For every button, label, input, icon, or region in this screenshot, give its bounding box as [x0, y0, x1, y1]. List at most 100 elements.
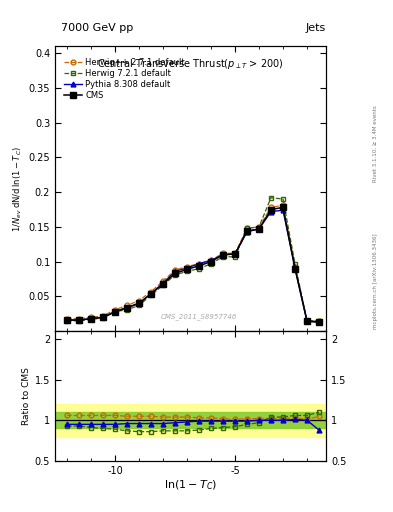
- Herwig 7.2.1 default: [65, 318, 70, 324]
- Text: mcplots.cern.ch [arXiv:1306.3436]: mcplots.cern.ch [arXiv:1306.3436]: [373, 234, 378, 329]
- Herwig 7.2.1 default: [269, 195, 274, 201]
- CMS: [196, 263, 201, 269]
- CMS: [161, 281, 165, 287]
- Pythia 8.308 default: [209, 257, 213, 263]
- Herwig++ 2.7.1 default: [65, 315, 70, 322]
- Pythia 8.308 default: [233, 251, 237, 257]
- CMS: [317, 319, 321, 325]
- Pythia 8.308 default: [185, 265, 189, 271]
- CMS: [220, 251, 225, 258]
- CMS: [149, 291, 153, 297]
- Herwig++ 2.7.1 default: [101, 313, 105, 319]
- Pythia 8.308 default: [293, 265, 298, 271]
- Text: 7000 GeV pp: 7000 GeV pp: [61, 23, 133, 33]
- CMS: [89, 315, 94, 322]
- Herwig++ 2.7.1 default: [317, 318, 321, 325]
- CMS: [269, 206, 274, 212]
- Pythia 8.308 default: [269, 208, 274, 215]
- Bar: [55, 404, 326, 437]
- Herwig 7.2.1 default: [101, 315, 105, 321]
- Herwig++ 2.7.1 default: [77, 315, 81, 322]
- Herwig 7.2.1 default: [137, 303, 141, 309]
- Bar: [55, 412, 326, 429]
- Pythia 8.308 default: [101, 314, 105, 321]
- Herwig++ 2.7.1 default: [125, 303, 129, 309]
- Pythia 8.308 default: [149, 291, 153, 297]
- Pythia 8.308 default: [161, 280, 165, 286]
- Herwig 7.2.1 default: [113, 309, 118, 315]
- CMS: [293, 266, 298, 272]
- Line: Herwig++ 2.7.1 default: Herwig++ 2.7.1 default: [64, 203, 321, 324]
- Herwig 7.2.1 default: [257, 224, 261, 230]
- Pythia 8.308 default: [305, 318, 309, 325]
- Herwig 7.2.1 default: [125, 307, 129, 313]
- Y-axis label: $1/N_{ev}$ dN/d$\,\ln(1-T_C)$: $1/N_{ev}$ dN/d$\,\ln(1-T_C)$: [12, 145, 24, 231]
- Herwig 7.2.1 default: [173, 272, 177, 278]
- Herwig++ 2.7.1 default: [196, 261, 201, 267]
- Herwig 7.2.1 default: [281, 196, 285, 202]
- Herwig 7.2.1 default: [161, 282, 165, 288]
- Herwig++ 2.7.1 default: [89, 314, 94, 321]
- CMS: [233, 251, 237, 257]
- Pythia 8.308 default: [220, 251, 225, 258]
- Herwig++ 2.7.1 default: [173, 267, 177, 273]
- Herwig 7.2.1 default: [305, 318, 309, 324]
- Pythia 8.308 default: [317, 319, 321, 325]
- Pythia 8.308 default: [125, 305, 129, 311]
- CMS: [113, 309, 118, 315]
- CMS: [305, 318, 309, 324]
- CMS: [137, 301, 141, 307]
- Pythia 8.308 default: [173, 268, 177, 274]
- Herwig 7.2.1 default: [209, 261, 213, 267]
- Y-axis label: Ratio to CMS: Ratio to CMS: [22, 367, 31, 425]
- Herwig 7.2.1 default: [77, 318, 81, 324]
- Herwig++ 2.7.1 default: [233, 250, 237, 257]
- Pythia 8.308 default: [65, 317, 70, 323]
- Herwig++ 2.7.1 default: [244, 225, 249, 231]
- CMS: [101, 314, 105, 321]
- CMS: [281, 204, 285, 210]
- CMS: [125, 305, 129, 311]
- Pythia 8.308 default: [113, 309, 118, 315]
- Text: Rivet 3.1.10, ≥ 3.4M events: Rivet 3.1.10, ≥ 3.4M events: [373, 105, 378, 182]
- Line: CMS: CMS: [64, 205, 322, 325]
- Herwig 7.2.1 default: [293, 261, 298, 267]
- Pythia 8.308 default: [281, 207, 285, 214]
- Herwig 7.2.1 default: [220, 254, 225, 260]
- CMS: [185, 266, 189, 272]
- Herwig++ 2.7.1 default: [209, 257, 213, 263]
- Text: Jets: Jets: [306, 23, 326, 33]
- Pythia 8.308 default: [77, 317, 81, 323]
- CMS: [244, 228, 249, 234]
- Herwig++ 2.7.1 default: [149, 288, 153, 294]
- Herwig 7.2.1 default: [196, 266, 201, 272]
- Line: Herwig 7.2.1 default: Herwig 7.2.1 default: [64, 195, 321, 323]
- CMS: [173, 270, 177, 276]
- Pythia 8.308 default: [196, 261, 201, 267]
- Herwig++ 2.7.1 default: [305, 318, 309, 324]
- Text: CMS_2011_S8957746: CMS_2011_S8957746: [161, 313, 237, 320]
- Herwig 7.2.1 default: [185, 268, 189, 274]
- Herwig++ 2.7.1 default: [281, 202, 285, 208]
- CMS: [257, 226, 261, 232]
- Pythia 8.308 default: [244, 229, 249, 235]
- X-axis label: $\ln(1-T_C)$: $\ln(1-T_C)$: [164, 478, 217, 492]
- Herwig++ 2.7.1 default: [269, 204, 274, 210]
- Pythia 8.308 default: [257, 226, 261, 232]
- CMS: [77, 317, 81, 323]
- Text: Central Transverse Thrust($p_{\perp T}$ > 200): Central Transverse Thrust($p_{\perp T}$ …: [97, 57, 284, 72]
- Herwig 7.2.1 default: [233, 254, 237, 260]
- CMS: [209, 259, 213, 265]
- Herwig++ 2.7.1 default: [257, 224, 261, 230]
- Line: Pythia 8.308 default: Pythia 8.308 default: [64, 208, 321, 325]
- Herwig 7.2.1 default: [244, 225, 249, 231]
- Pythia 8.308 default: [89, 315, 94, 322]
- Herwig 7.2.1 default: [317, 318, 321, 324]
- Herwig++ 2.7.1 default: [113, 307, 118, 313]
- Herwig 7.2.1 default: [149, 292, 153, 298]
- CMS: [65, 317, 70, 323]
- Herwig++ 2.7.1 default: [161, 278, 165, 284]
- Herwig++ 2.7.1 default: [293, 264, 298, 270]
- Herwig 7.2.1 default: [89, 316, 94, 323]
- Legend: Herwig++ 2.7.1 default, Herwig 7.2.1 default, Pythia 8.308 default, CMS: Herwig++ 2.7.1 default, Herwig 7.2.1 def…: [62, 56, 187, 101]
